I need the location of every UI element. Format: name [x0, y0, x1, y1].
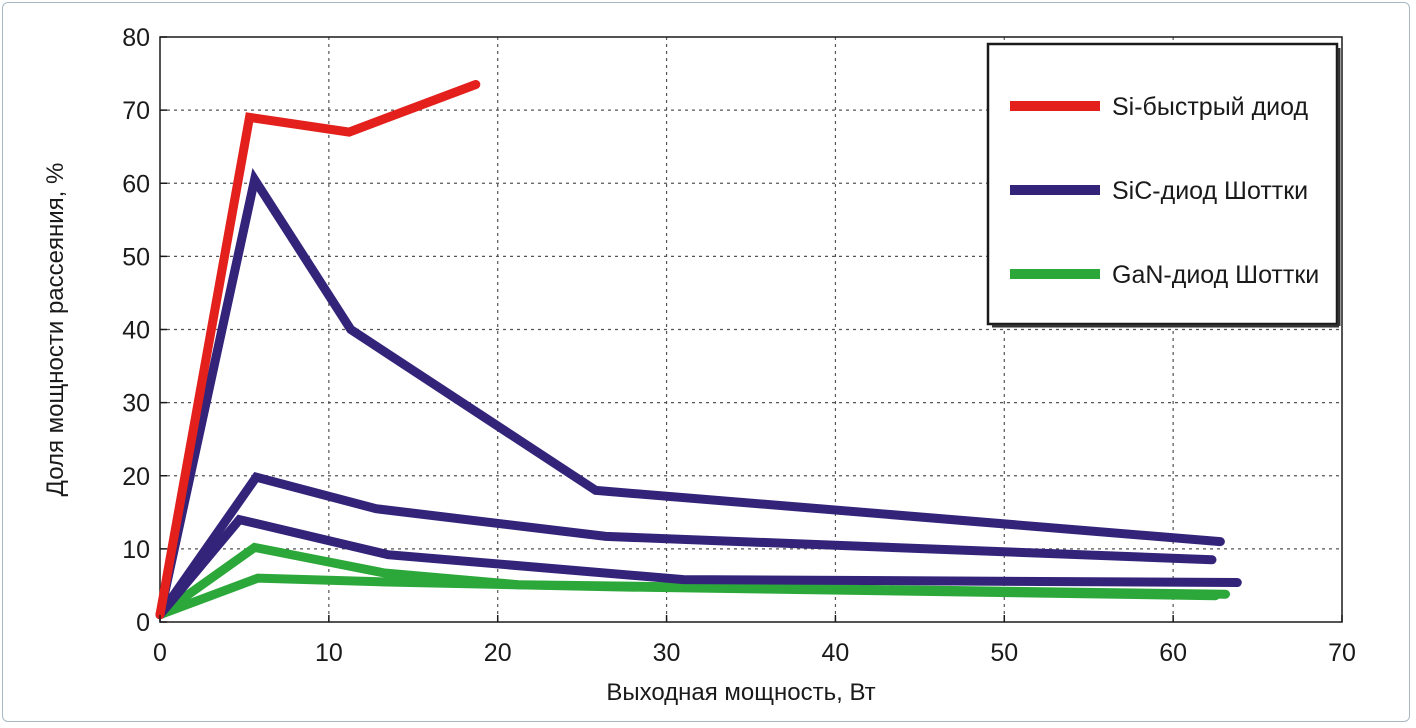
x-tick-label: 50 [990, 639, 1018, 667]
x-tick-label: 70 [1328, 639, 1356, 667]
x-tick-label: 10 [315, 639, 343, 667]
y-tick-label: 40 [122, 317, 150, 345]
x-axis-label: Выходная мощность, Вт [606, 679, 875, 706]
x-tick-label: 20 [484, 639, 512, 667]
legend: Si-быстрый диод SiC-диод Шоттки GaN-диод Ш… [986, 42, 1341, 328]
x-tick-label: 0 [153, 639, 167, 667]
y-tick-label: 10 [122, 536, 150, 564]
axis-ticks: 0 10 20 30 40 50 60 70 0 10 20 30 40 50 60 70 80 [122, 24, 1356, 667]
y-axis-label: Доля мощности рассеяния, % [42, 163, 69, 497]
line-chart: 0 10 20 30 40 50 60 70 0 10 20 30 40 50 60 70 80 Выходна… [42, 24, 1356, 706]
legend-label: GaN-диод Шоттки [1112, 261, 1319, 289]
y-tick-label: 0 [136, 609, 150, 637]
y-tick-label: 60 [122, 170, 150, 198]
series-line-5 [155, 573, 1220, 620]
y-tick-label: 30 [122, 390, 150, 418]
legend-entries: Si-быстрый диод SiC-диод Шоттки GaN-диод Ш… [1010, 93, 1319, 289]
series-line-2 [155, 472, 1217, 620]
y-tick-label: 20 [122, 463, 150, 491]
series-lines [155, 80, 1242, 620]
y-tick-label: 70 [122, 97, 150, 125]
y-tick-label: 50 [122, 243, 150, 271]
legend-label: Si-быстрый диод [1112, 93, 1308, 121]
x-tick-label: 30 [653, 639, 681, 667]
series-line-3 [155, 514, 1242, 620]
y-tick-label: 80 [122, 24, 150, 52]
series-line-1 [155, 168, 1225, 620]
series-line-0 [155, 80, 481, 620]
x-tick-label: 40 [822, 639, 850, 667]
legend-label: SiC-диод Шоттки [1112, 177, 1308, 205]
x-tick-label: 60 [1159, 639, 1187, 667]
